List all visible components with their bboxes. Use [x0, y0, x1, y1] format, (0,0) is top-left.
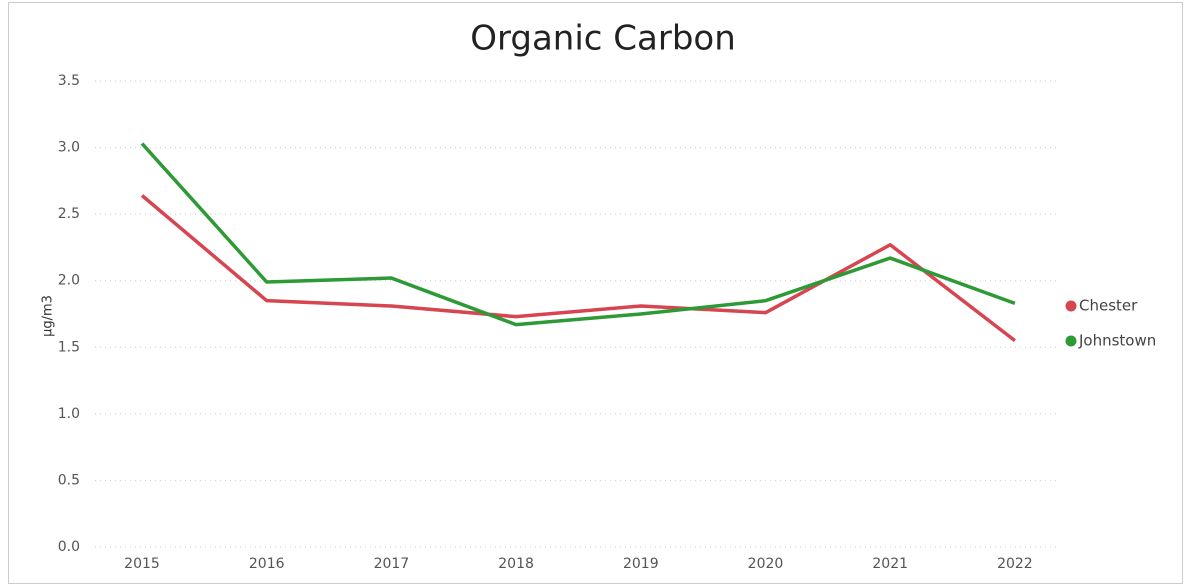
line-series [140, 142, 1016, 327]
y-tick-label: 2.5 [58, 206, 80, 222]
x-tick-label: 2017 [374, 556, 410, 572]
y-tick-label: 2.0 [58, 273, 80, 289]
x-tick-label: 2020 [748, 556, 784, 572]
chart-title: Organic Carbon [470, 19, 736, 59]
x-tick-label: 2019 [623, 556, 659, 572]
x-tick-label: 2015 [124, 556, 160, 572]
line-series [140, 194, 1016, 343]
y-tick-label: 3.0 [58, 140, 80, 156]
x-tick-label: 2016 [249, 556, 285, 572]
x-tick-label: 2022 [997, 556, 1033, 572]
x-tick-label: 2021 [872, 556, 908, 572]
x-tick-label: 2018 [498, 556, 534, 572]
y-axis-label: μg/m3 [41, 295, 56, 337]
legend-label: Johnstown [1078, 332, 1156, 350]
legend-marker [1065, 335, 1077, 347]
y-tick-label: 0.5 [58, 472, 80, 488]
y-tick-label: 1.5 [58, 339, 80, 355]
chart-frame [8, 2, 1183, 584]
y-tick-label: 1.0 [58, 406, 80, 422]
y-tick-label: 3.5 [58, 73, 80, 89]
y-tick-label: 0.0 [58, 539, 80, 555]
legend-marker [1065, 300, 1077, 312]
legend-label: Chester [1079, 297, 1138, 315]
